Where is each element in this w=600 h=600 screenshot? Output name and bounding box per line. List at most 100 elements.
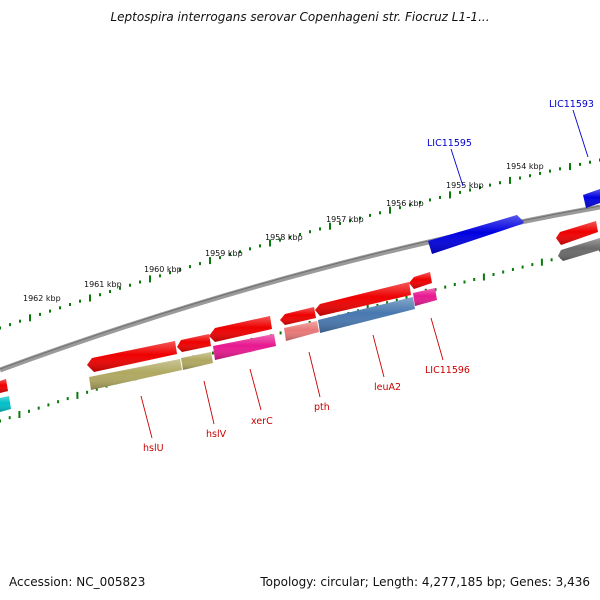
minor-tick — [539, 171, 541, 175]
minor-tick — [49, 309, 51, 313]
minor-tick — [369, 213, 371, 217]
gene-label-lic11595[interactable]: LIC11595 — [427, 138, 472, 149]
minor-tick — [429, 198, 431, 202]
leader-hslu — [140, 395, 153, 439]
minor-tick — [189, 265, 191, 269]
minor-tick — [69, 303, 71, 306]
minor-tick — [459, 190, 461, 194]
minor-tick — [376, 303, 379, 307]
minor-tick — [169, 271, 171, 275]
minor-tick — [199, 262, 201, 266]
minor-tick — [66, 397, 69, 401]
major-tick — [209, 257, 211, 265]
minor-tick — [439, 195, 441, 199]
leader-xerc — [249, 368, 262, 411]
forward-features — [428, 189, 600, 254]
minor-tick — [463, 280, 466, 284]
kbp-label-1957: 1957 kbp — [326, 215, 364, 224]
outer-kbp-ticks — [0, 158, 600, 330]
leader-lines — [140, 109, 589, 439]
minor-tick — [499, 181, 501, 185]
minor-tick — [119, 286, 121, 290]
minor-tick — [379, 211, 381, 215]
minor-tick — [399, 206, 401, 210]
gene-label-leua2[interactable]: leuA2 — [374, 382, 401, 393]
leader-lic11593 — [572, 109, 589, 158]
minor-tick — [479, 186, 481, 189]
gene-label-hslu[interactable]: hslU — [143, 443, 164, 454]
minor-tick — [453, 283, 456, 286]
leader-lic11596 — [430, 317, 444, 361]
major-tick — [89, 294, 91, 302]
minor-tick — [139, 280, 141, 284]
major-tick — [389, 206, 391, 214]
minor-tick — [299, 233, 301, 236]
minor-tick — [0, 326, 1, 330]
reverse-features-category — [0, 288, 437, 412]
minor-tick — [549, 169, 551, 173]
kbp-label-1954: 1954 kbp — [506, 162, 544, 171]
minor-tick — [589, 160, 591, 164]
accession-text: Accession: NC_005823 — [9, 575, 146, 589]
leader-hslv — [203, 380, 215, 425]
right-edge-features — [556, 221, 600, 261]
minor-tick — [219, 256, 221, 260]
minor-tick — [279, 331, 282, 335]
minor-tick — [211, 351, 214, 355]
minor-tick — [0, 419, 1, 423]
minor-tick — [492, 273, 495, 276]
leader-leua2 — [372, 334, 385, 378]
minor-tick — [502, 270, 505, 274]
major-tick — [329, 222, 331, 230]
minor-tick — [289, 235, 291, 239]
minor-tick — [489, 183, 491, 187]
major-tick — [18, 411, 21, 418]
major-tick — [76, 391, 79, 399]
minor-tick — [39, 312, 41, 316]
minor-tick — [259, 244, 261, 248]
minor-tick — [319, 227, 321, 231]
minor-tick — [419, 200, 421, 204]
major-tick — [269, 239, 271, 247]
minor-tick — [519, 176, 521, 180]
minor-tick — [109, 290, 111, 293]
kbp-label-1962: 1962 kbp — [23, 294, 61, 303]
kbp-label-1959: 1959 kbp — [205, 249, 243, 258]
minor-tick — [434, 288, 437, 292]
minor-tick — [405, 296, 408, 299]
minor-tick — [79, 299, 81, 303]
gene-label-hslv[interactable]: hslV — [206, 429, 227, 440]
kbp-label-1961: 1961 kbp — [84, 280, 122, 289]
minor-tick — [529, 174, 531, 178]
minor-tick — [521, 265, 524, 269]
minor-tick — [279, 238, 281, 242]
map-title: Leptospira interrogans serovar Copenhage… — [110, 10, 490, 24]
minor-tick — [579, 162, 581, 166]
minor-tick — [349, 219, 351, 223]
minor-tick — [57, 400, 60, 404]
minor-tick — [309, 230, 311, 234]
minor-tick — [99, 293, 101, 297]
minor-tick — [19, 319, 21, 323]
gene-label-xerc[interactable]: xerC — [251, 416, 273, 427]
minor-tick — [28, 409, 30, 413]
minor-tick — [473, 278, 476, 281]
leader-lic11595 — [450, 148, 464, 187]
gene-label-lic11593[interactable]: LIC11593 — [549, 99, 594, 110]
major-tick — [540, 258, 543, 266]
major-tick — [569, 163, 571, 171]
major-tick — [29, 314, 31, 322]
topology-text: Topology: circular; Length: 4,277,185 bp… — [260, 575, 590, 589]
gene-label-pth[interactable]: pth — [314, 402, 330, 413]
minor-tick — [86, 390, 89, 394]
minor-tick — [159, 274, 161, 278]
minor-tick — [37, 406, 40, 410]
minor-tick — [9, 323, 11, 327]
gene-label-lic11596[interactable]: LIC11596 — [425, 365, 470, 376]
minor-tick — [559, 167, 561, 171]
minor-tick — [469, 188, 471, 192]
minor-tick — [339, 222, 341, 225]
kbp-label-1960: 1960 kbp — [144, 265, 182, 274]
minor-tick — [129, 283, 131, 287]
minor-tick — [229, 253, 231, 257]
